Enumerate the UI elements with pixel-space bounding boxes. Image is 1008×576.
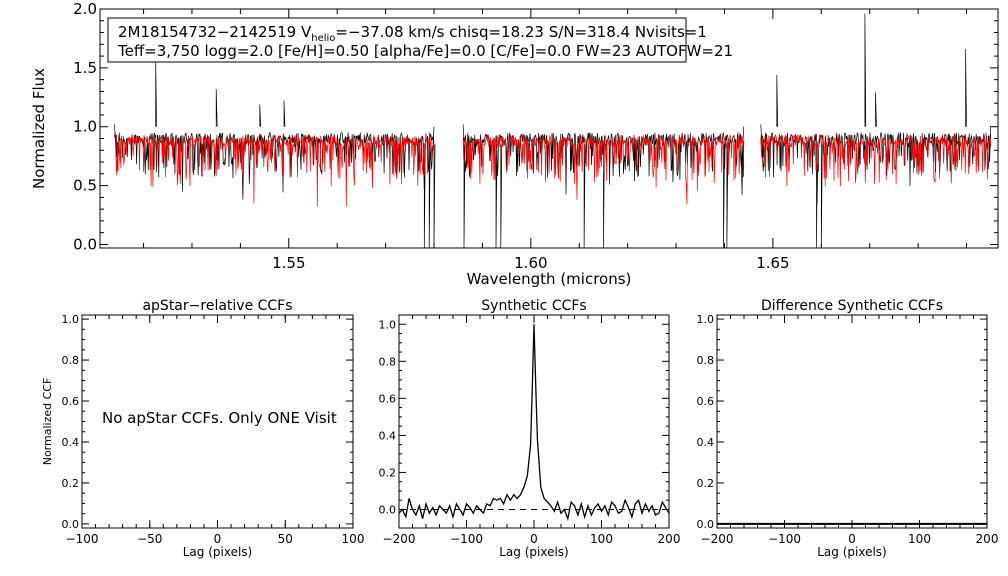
synthetic_ccf-line	[398, 324, 670, 522]
synthetic_ccf-ytick-label: 1.0	[379, 318, 397, 331]
spectrum-xlabel: Wavelength (microns)	[467, 270, 632, 288]
difference_ccf-frame	[716, 314, 988, 529]
apstar_ccf-message: No apStar CCFs. Only ONE Visit	[102, 409, 337, 427]
difference_ccf-xtick-label: 0	[848, 532, 856, 546]
difference_ccf-xlabel: Lag (pixels)	[817, 545, 887, 559]
synthetic_ccf-ytick-label: 0.0	[379, 503, 397, 516]
apstar_ccf-xtick-label: −100	[66, 532, 99, 546]
apstar_ccf-xlabel: Lag (pixels)	[183, 545, 253, 559]
synthetic_ccf-xlabel: Lag (pixels)	[499, 545, 569, 559]
apstar_ccf-ytick-label: 0.8	[62, 354, 80, 367]
spectrum-ytick-label: 0.0	[73, 235, 97, 253]
apstar_ccf-xtick-label: 50	[278, 532, 293, 546]
difference_ccf-ytick-label: 0.4	[697, 436, 715, 449]
synthetic_ccf-ytick-label: 0.8	[379, 355, 397, 368]
apstar_ccf-ytick-label: 0.2	[62, 477, 80, 490]
difference_ccf-ytick-label: 0.8	[697, 354, 715, 367]
spectrum-xtick-label: 1.55	[272, 254, 305, 272]
apstar_ccf-xtick-label: 100	[342, 532, 365, 546]
spectrum-info-line1: 2M18154732−2142519 Vhelio=−37.08 km/s ch…	[118, 23, 707, 44]
synthetic_ccf-title: Synthetic CCFs	[481, 298, 586, 314]
synthetic_ccf-ytick-label: 0.4	[379, 429, 397, 442]
info-line1-pre: 2M18154732−2142519 V	[118, 23, 312, 41]
apstar_ccf-xtick-label: 0	[214, 532, 222, 546]
apstar_ccf-xtick-label: −50	[137, 532, 162, 546]
difference_ccf-xtick-label: −100	[768, 532, 801, 546]
difference_ccf-title: Difference Synthetic CCFs	[761, 298, 943, 314]
apstar_ccf-ylabel: Normalized CCF	[41, 378, 54, 466]
synthetic_ccf-xtick-label: −100	[450, 532, 483, 546]
spectrum-model-line	[114, 134, 992, 207]
spectrum-ytick-label: 1.0	[73, 118, 97, 136]
spectrum-ytick-label: 0.5	[73, 177, 97, 195]
synthetic_ccf-ytick-label: 0.6	[379, 392, 397, 405]
difference_ccf-ytick-label: 0.2	[697, 477, 715, 490]
spectrum-info-box	[107, 17, 687, 63]
synthetic_ccf-xtick-label: 200	[658, 532, 681, 546]
synthetic_ccf-xtick-label: 100	[590, 532, 613, 546]
apstar_ccf-ytick-label: 0.6	[62, 395, 80, 408]
spectrum-xtick-label: 1.60	[514, 254, 547, 272]
spectrum-xtick-label: 1.65	[756, 254, 789, 272]
spectrum-ytick-label: 1.5	[73, 59, 97, 77]
difference_ccf-xtick-label: −200	[701, 532, 734, 546]
synthetic_ccf-ytick-label: 0.2	[379, 466, 397, 479]
difference_ccf-ytick-label: 1.0	[697, 313, 715, 326]
spectrum-ylabel: Normalized Flux	[30, 68, 48, 189]
apstar_ccf-title: apStar−relative CCFs	[142, 298, 292, 314]
info-line1-post: =−37.08 km/s chisq=18.23 S/N=318.4 Nvisi…	[335, 23, 706, 41]
apstar_ccf-ytick-label: 0.0	[62, 518, 80, 531]
difference_ccf-ytick-label: 0.6	[697, 395, 715, 408]
spectrum-info-line2: Teff=3,750 logg=2.0 [Fe/H]=0.50 [alpha/F…	[117, 42, 733, 60]
info-line1-sub: helio	[311, 33, 335, 44]
spectrum-ytick-label: 2.0	[73, 0, 97, 18]
synthetic_ccf-xtick-label: 0	[530, 532, 538, 546]
apstar_ccf-ytick-label: 1.0	[62, 313, 80, 326]
apstar_ccf-ytick-label: 0.4	[62, 436, 80, 449]
difference_ccf-xtick-label: 200	[976, 532, 999, 546]
spectrum-frame	[99, 8, 999, 249]
difference_ccf-xtick-label: 100	[908, 532, 931, 546]
synthetic_ccf-xtick-label: −200	[383, 532, 416, 546]
difference_ccf-ytick-label: 0.0	[697, 518, 715, 531]
